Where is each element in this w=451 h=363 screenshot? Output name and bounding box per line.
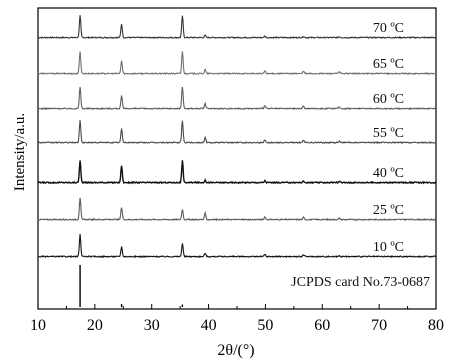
x-tick-label: 20 [87,317,103,334]
series-line-65c [37,51,437,76]
series-label: 65 ºC [373,57,404,72]
series-group [37,15,437,259]
series-line-70c [37,15,437,40]
x-tick-label: 80 [428,317,444,334]
x-tick-label: 50 [257,317,273,334]
x-tick-label: 10 [30,317,46,334]
reference-pattern: JCPDS card No.73-0687 [79,265,430,307]
plot-frame [37,7,437,310]
series-line-55c [37,120,437,145]
y-axis-label: Intensity/a.u. [12,113,28,191]
series-label: 10 ºC [373,240,404,255]
series-label: 70 ºC [373,21,404,36]
reference-label: JCPDS card No.73-0687 [291,275,430,290]
series-label: 55 ºC [373,126,404,141]
series-label: 40 ºC [373,166,404,181]
plot-area-border [37,7,437,310]
x-axis-ticks: 10 20 30 40 50 60 70 80 [30,304,444,334]
x-axis-label: 2θ/(°) [217,342,254,359]
series-line-60c [37,86,437,111]
x-tick-label: 70 [371,317,387,334]
x-tick-label: 30 [144,317,160,334]
series-line-10c [37,234,437,259]
x-tick-label: 60 [314,317,330,334]
x-tick-label: 40 [201,317,217,334]
series-labels: 70 ºC 65 ºC 60 ºC 55 ºC 40 ºC 25 ºC 10 ºC [373,21,404,255]
series-line-25c [37,197,437,222]
series-label: 25 ºC [373,203,404,218]
series-line-40c [37,160,437,185]
series-label: 60 ºC [373,92,404,107]
